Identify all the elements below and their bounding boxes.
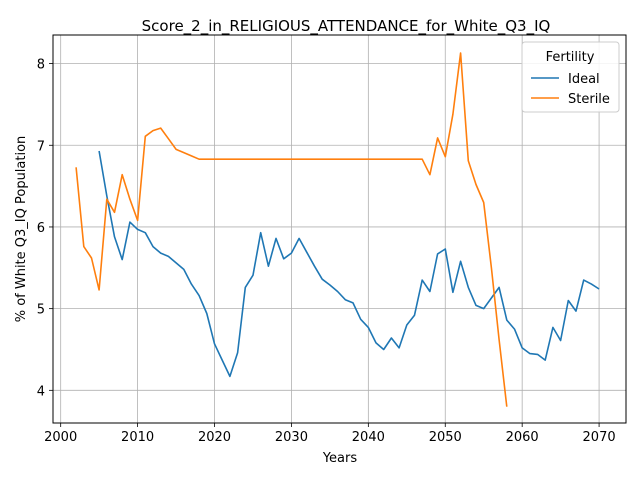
y-tick-label: 6 xyxy=(37,221,45,236)
x-tick-label: 2030 xyxy=(275,430,308,445)
legend: Fertility Ideal Sterile xyxy=(521,41,620,113)
x-tick-label: 2040 xyxy=(352,430,385,445)
x-axis-ticks: 2000 2010 2020 2030 2040 2050 2060 2070 xyxy=(44,423,616,445)
y-axis-ticks: 4 5 6 7 8 xyxy=(37,58,53,399)
x-tick-label: 2020 xyxy=(198,430,231,445)
y-axis-label: % of White Q3_IQ Population xyxy=(14,136,29,323)
y-tick-label: 4 xyxy=(37,384,45,399)
series-lines xyxy=(75,52,600,407)
legend-title: Fertility xyxy=(546,50,595,65)
x-tick-label: 2060 xyxy=(506,430,539,445)
legend-label-sterile: Sterile xyxy=(568,92,610,107)
x-axis-label: Years xyxy=(322,451,358,466)
series-line-ideal xyxy=(98,150,600,378)
x-tick-label: 2050 xyxy=(429,430,462,445)
plot-frame xyxy=(52,34,627,424)
chart-title: Score_2_in_RELIGIOUS_ATTENDANCE_for_Whit… xyxy=(142,17,551,36)
y-tick-label: 5 xyxy=(37,303,45,318)
y-tick-label: 8 xyxy=(37,58,45,73)
series-line-sterile xyxy=(75,52,508,407)
legend-label-ideal: Ideal xyxy=(568,72,600,87)
x-tick-label: 2010 xyxy=(121,430,154,445)
x-tick-label: 2070 xyxy=(583,430,616,445)
legend-box xyxy=(521,41,620,113)
y-tick-label: 7 xyxy=(37,139,45,154)
x-tick-label: 2000 xyxy=(44,430,77,445)
